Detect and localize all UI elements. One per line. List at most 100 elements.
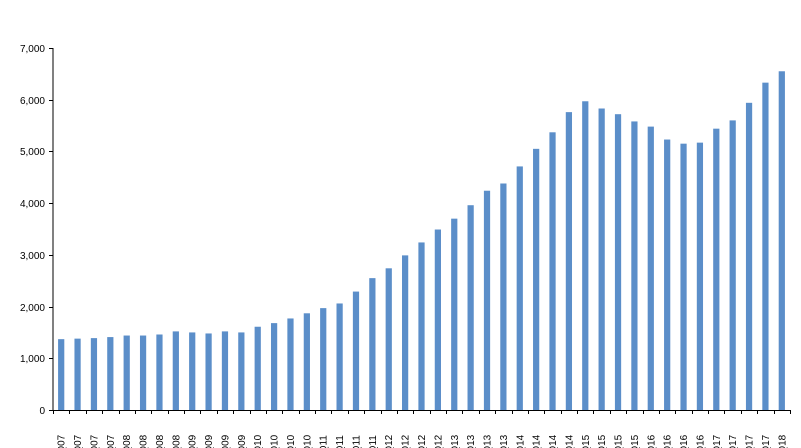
bar bbox=[221, 331, 229, 410]
bar bbox=[123, 335, 130, 410]
bar bbox=[565, 112, 573, 410]
bar bbox=[352, 291, 360, 410]
y-tick-label: 1,000 bbox=[20, 354, 45, 365]
y-tick-label: 5,000 bbox=[20, 147, 45, 158]
bar bbox=[172, 331, 179, 410]
y-tick-label: 2,000 bbox=[20, 303, 45, 314]
bar bbox=[467, 205, 474, 410]
x-tick-label: 3Q13 bbox=[483, 434, 494, 448]
x-tick-label: 1Q18 bbox=[777, 434, 788, 448]
y-axis: 0 1,000 2,000 3,000 4,000 5,000 6,000 7,000 bbox=[20, 44, 54, 417]
x-tick-label: 1Q11 bbox=[319, 435, 330, 448]
bar bbox=[385, 268, 392, 410]
bar bbox=[614, 114, 622, 411]
x-tick-label: 2Q14 bbox=[532, 434, 543, 448]
x-tick-label: 1Q16 bbox=[646, 434, 657, 448]
bar bbox=[713, 128, 720, 410]
bar bbox=[270, 323, 278, 410]
x-tick-label: 3Q08 bbox=[155, 434, 166, 448]
x-tick-label: 2Q09 bbox=[204, 434, 215, 448]
bar bbox=[680, 143, 687, 410]
bar bbox=[664, 139, 671, 410]
bar bbox=[647, 126, 654, 410]
bar bbox=[189, 332, 196, 410]
bar bbox=[402, 255, 409, 410]
x-tick-label: 1Q07 bbox=[57, 434, 68, 448]
bar bbox=[418, 242, 425, 410]
x-tick-label: 3Q15 bbox=[614, 434, 625, 448]
x-tick-label: 2Q15 bbox=[597, 434, 608, 448]
x-tick-label: 4Q10 bbox=[302, 434, 313, 448]
bar bbox=[696, 142, 704, 410]
bar bbox=[729, 120, 736, 411]
bar bbox=[533, 148, 540, 411]
x-tick-label: 3Q11 bbox=[351, 435, 362, 448]
y-tick-label: 4,000 bbox=[20, 199, 45, 210]
x-tick-label: 1Q15 bbox=[581, 434, 592, 448]
bar bbox=[762, 82, 769, 411]
x-tick-label: 4Q13 bbox=[499, 434, 510, 448]
bar bbox=[74, 338, 81, 410]
x-axis: 1Q07 2Q07 3Q07 4Q07 1Q08 2Q08 3Q08 4Q08 1Q09 2Q09… bbox=[53, 410, 791, 448]
x-tick-label: 4Q17 bbox=[761, 434, 772, 448]
bar bbox=[254, 326, 261, 410]
bar bbox=[598, 108, 605, 411]
bar bbox=[483, 190, 491, 410]
bar bbox=[549, 132, 556, 410]
x-tick-label: 2Q08 bbox=[139, 434, 150, 448]
x-tick-label: 2Q13 bbox=[466, 434, 477, 448]
y-tick-label: 6,000 bbox=[20, 96, 45, 107]
x-tick-label: 4Q08 bbox=[171, 434, 182, 448]
x-tick-label: 1Q13 bbox=[450, 434, 461, 448]
x-tick-label: 3Q17 bbox=[745, 434, 756, 448]
x-tick-label: 4Q12 bbox=[433, 434, 444, 448]
x-tick-label: 4Q14 bbox=[564, 434, 575, 448]
x-tick-label: 2Q10 bbox=[270, 434, 281, 448]
x-tick-label: 3Q07 bbox=[89, 434, 100, 448]
x-tick-label: 1Q08 bbox=[122, 434, 133, 448]
x-tick-label: 1Q17 bbox=[712, 434, 723, 448]
bar bbox=[434, 229, 441, 410]
bar bbox=[369, 278, 376, 410]
x-tick-label: 4Q15 bbox=[630, 434, 641, 448]
bar bbox=[320, 308, 327, 410]
bar bbox=[778, 71, 785, 411]
y-tick-label: 3,000 bbox=[20, 251, 45, 262]
bar bbox=[500, 183, 507, 410]
bar bbox=[631, 121, 638, 410]
x-tick-label: 2Q11 bbox=[335, 435, 346, 448]
x-tick-label: 1Q09 bbox=[188, 434, 199, 448]
x-tick-label: 2Q07 bbox=[73, 434, 84, 448]
x-tick-label: 4Q07 bbox=[106, 434, 117, 448]
x-tick-label: 3Q12 bbox=[417, 434, 428, 448]
x-tick-label: 4Q16 bbox=[695, 434, 706, 448]
x-tick-label: 2Q17 bbox=[728, 434, 739, 448]
x-tick-label: 1Q10 bbox=[253, 434, 264, 448]
x-tick-label: 2Q16 bbox=[663, 434, 674, 448]
x-tick-label: 4Q11 bbox=[368, 435, 379, 448]
bar bbox=[582, 101, 589, 410]
bar bbox=[156, 334, 163, 410]
x-tick-label: 3Q10 bbox=[286, 434, 297, 448]
y-tick-label: 7,000 bbox=[20, 44, 45, 55]
bar bbox=[745, 102, 753, 411]
x-tick-label: 1Q14 bbox=[515, 434, 526, 448]
bar bbox=[90, 338, 98, 410]
bar bbox=[451, 218, 458, 410]
bar bbox=[303, 313, 310, 410]
bar bbox=[238, 332, 245, 410]
bar bbox=[516, 166, 523, 410]
y-tick-label: 0 bbox=[39, 406, 45, 417]
bar bbox=[287, 318, 294, 410]
x-tick-label: 2Q12 bbox=[401, 434, 412, 448]
bar bbox=[107, 337, 114, 410]
x-tick-label: 3Q16 bbox=[679, 434, 690, 448]
x-tick-label: 4Q09 bbox=[237, 434, 248, 448]
x-tick-label: 1Q12 bbox=[384, 434, 395, 448]
x-tick-label: 3Q14 bbox=[548, 434, 559, 448]
bar bbox=[205, 333, 212, 410]
bars bbox=[58, 71, 785, 411]
bar bbox=[336, 303, 343, 410]
bar bbox=[139, 335, 147, 410]
